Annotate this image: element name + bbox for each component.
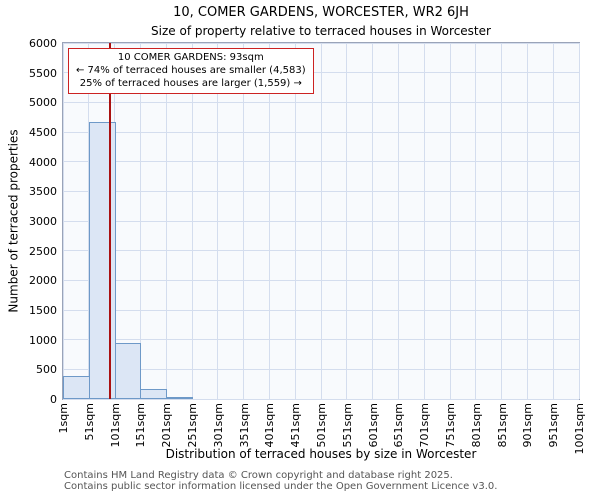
grid-line-horizontal <box>63 72 579 74</box>
x-tick-label: 901sqm <box>521 403 535 448</box>
x-tick-label: 301sqm <box>211 403 225 448</box>
x-tick-label: 701sqm <box>418 403 432 448</box>
x-tick-label: 151sqm <box>134 403 148 448</box>
annotation-property-line: 10 COMER GARDENS: 93sqm <box>117 52 264 63</box>
x-tick-label: 1sqm <box>57 403 70 434</box>
x-tick-label: 551sqm <box>340 403 354 448</box>
x-tick-label: 951sqm <box>547 403 561 448</box>
histogram-bar <box>88 121 116 399</box>
y-tick-label: 3000 <box>29 215 57 228</box>
property-marker-line <box>109 43 112 399</box>
grid-line-horizontal <box>63 101 579 103</box>
grid-line-horizontal <box>63 131 579 133</box>
annotation-larger-line: 25% of terraced houses are larger (1,559… <box>79 78 302 89</box>
chart-subtitle: Size of property relative to terraced ho… <box>151 24 491 38</box>
x-tick-label: 351sqm <box>237 403 251 448</box>
x-tick-label: 651sqm <box>392 403 406 448</box>
y-tick-label: 2500 <box>29 244 57 258</box>
y-tick-label: 500 <box>36 363 57 377</box>
histogram-bar <box>114 342 142 399</box>
histogram-bar <box>63 376 90 399</box>
y-tick-label: 2000 <box>29 274 57 288</box>
grid-line-horizontal <box>63 279 579 281</box>
x-tick-label: 101sqm <box>108 403 122 448</box>
footer-line-2: Contains public sector information licen… <box>64 481 498 492</box>
annotation-box: 10 COMER GARDENS: 93sqm ← 74% of terrace… <box>68 48 314 94</box>
grid-line-horizontal <box>63 398 579 400</box>
plot-area: 10 COMER GARDENS: 93sqm ← 74% of terrace… <box>29 37 586 454</box>
grid-line-horizontal <box>63 190 579 192</box>
y-tick-label: 4500 <box>29 126 57 139</box>
grid-line-horizontal <box>63 220 579 222</box>
x-tick-label: 801sqm <box>469 403 483 448</box>
x-tick-label: 201sqm <box>160 403 174 448</box>
y-tick-label: 1500 <box>29 304 57 317</box>
footer: Contains HM Land Registry data © Crown c… <box>64 470 497 492</box>
x-tick-label: 51sqm <box>82 403 96 441</box>
grid-line-horizontal <box>63 250 579 252</box>
x-tick-label: 451sqm <box>289 403 303 448</box>
x-tick-label: 251sqm <box>186 403 199 448</box>
x-tick-label: 851sqm <box>495 403 509 448</box>
grid-line-horizontal <box>63 42 579 44</box>
y-tick-label: 4000 <box>29 155 57 169</box>
y-tick-label: 0 <box>50 393 57 406</box>
y-tick-label: 5000 <box>29 96 57 110</box>
y-tick-label: 5500 <box>29 66 57 80</box>
x-tick-label: 501sqm <box>315 403 328 448</box>
x-tick-label: 751sqm <box>444 403 457 448</box>
y-tick-label: 3500 <box>29 185 57 199</box>
grid-line-horizontal <box>63 368 579 370</box>
footer-line-1: Contains HM Land Registry data © Crown c… <box>64 470 453 481</box>
y-tick-label: 1000 <box>29 333 57 347</box>
x-axis-label: Distribution of terraced houses by size … <box>165 447 477 461</box>
y-tick-label: 6000 <box>29 37 57 50</box>
annotation-smaller-line: ← 74% of terraced houses are smaller (4,… <box>76 65 306 76</box>
y-axis-label-wrap: Number of terraced properties <box>2 42 26 400</box>
histogram-bar <box>140 388 168 399</box>
chart-title: 10, COMER GARDENS, WORCESTER, WR2 6JH <box>173 5 469 20</box>
histogram-bar <box>166 397 193 399</box>
y-axis-label: Number of terraced properties <box>7 129 21 313</box>
grid-line-horizontal <box>63 309 579 311</box>
grid-line-vertical <box>578 43 580 399</box>
grid-line-horizontal <box>63 339 579 341</box>
grid-line-horizontal <box>63 161 579 163</box>
x-tick-label: 601sqm <box>366 403 380 448</box>
x-tick-label: 401sqm <box>263 403 277 448</box>
